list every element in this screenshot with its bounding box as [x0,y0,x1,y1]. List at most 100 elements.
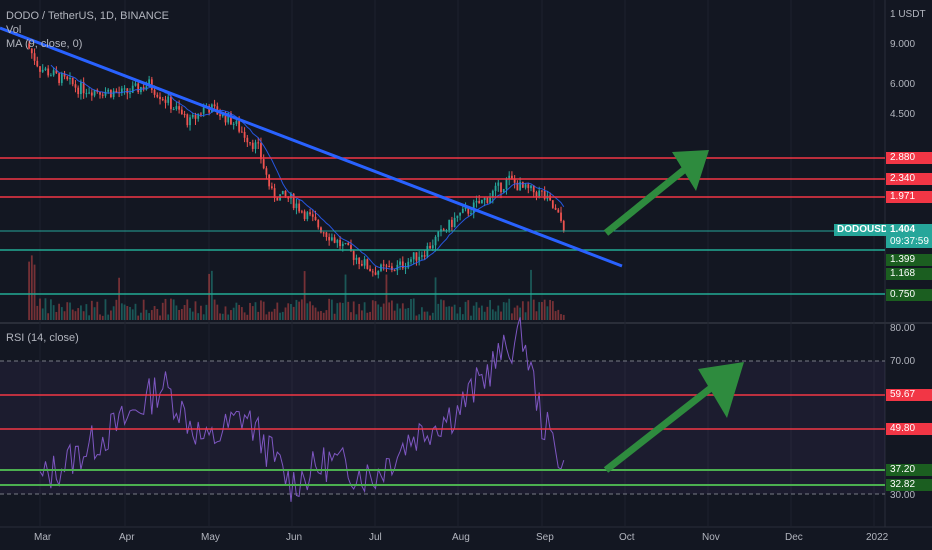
candle-body[interactable] [366,259,369,269]
candle-body[interactable] [330,237,333,241]
candle-body[interactable] [505,179,508,189]
candle-body[interactable] [491,190,494,198]
candle-body[interactable] [230,112,232,125]
candle-body[interactable] [47,68,50,76]
candle-body[interactable] [36,60,39,67]
candle-body[interactable] [85,93,88,95]
candle-body[interactable] [549,195,552,201]
candlesticks[interactable] [28,40,565,279]
candle-body[interactable] [238,120,241,132]
month-jul[interactable]: Jul [369,532,382,543]
candle-body[interactable] [377,270,380,275]
candle-body[interactable] [260,143,262,160]
candle-body[interactable] [129,92,131,94]
candle-body[interactable] [257,142,260,144]
candle-body[interactable] [385,265,388,267]
candle-body[interactable] [415,252,418,261]
candle-body[interactable] [153,89,156,95]
candle-body[interactable] [52,70,55,76]
candle-body[interactable] [483,198,486,200]
candle-body[interactable] [137,83,140,93]
candle-body[interactable] [71,77,74,85]
candle-body[interactable] [58,73,60,83]
candle-body[interactable] [41,69,44,72]
candle-body[interactable] [80,82,82,95]
candle-body[interactable] [541,190,543,192]
candle-body[interactable] [50,75,52,77]
candle-body[interactable] [521,182,524,188]
candle-body[interactable] [309,212,311,215]
candle-body[interactable] [423,255,426,257]
candle-body[interactable] [148,79,151,87]
candle-body[interactable] [300,211,303,213]
candle-body[interactable] [434,236,437,246]
candle-body[interactable] [104,91,107,96]
candle-body[interactable] [339,240,341,247]
candle-body[interactable] [77,87,80,95]
month-aug[interactable]: Aug [452,532,470,543]
candle-body[interactable] [461,208,464,213]
price-axis-unit[interactable]: 1 USDT [890,9,926,20]
candle-body[interactable] [276,197,279,201]
candle-body[interactable] [404,267,407,269]
candle-body[interactable] [156,94,159,97]
candle-body[interactable] [393,270,396,272]
candle-body[interactable] [508,175,511,180]
candle-body[interactable] [270,186,273,189]
candle-body[interactable] [524,184,527,188]
candle-body[interactable] [516,182,519,191]
candle-body[interactable] [295,203,298,209]
candle-body[interactable] [134,83,137,86]
candle-body[interactable] [562,220,565,231]
bullish-arrow-rsi[interactable] [603,362,744,473]
candle-body[interactable] [306,212,309,220]
candle-body[interactable] [407,261,410,268]
candle-body[interactable] [123,88,126,90]
candle-body[interactable] [251,142,254,149]
candle-body[interactable] [39,66,41,72]
candle-body[interactable] [399,261,401,265]
candle-body[interactable] [369,268,371,272]
month-apr[interactable]: Apr [119,532,135,543]
candle-body[interactable] [347,242,350,246]
candle-body[interactable] [519,182,522,191]
candle-body[interactable] [175,106,178,109]
candle-body[interactable] [60,73,63,83]
candle-body[interactable] [120,88,123,93]
moving-average-line[interactable] [50,64,565,270]
candle-body[interactable] [44,68,47,70]
candle-body[interactable] [374,272,377,275]
candle-body[interactable] [268,174,271,187]
volume-legend[interactable]: Vol [6,24,22,36]
month-oct[interactable]: Oct [619,532,635,543]
candle-body[interactable] [511,175,513,179]
candle-body[interactable] [532,185,535,193]
candle-body[interactable] [467,207,470,214]
candle-body[interactable] [249,142,251,144]
candle-body[interactable] [74,84,77,88]
candle-body[interactable] [535,192,538,197]
candle-body[interactable] [273,188,276,198]
candle-body[interactable] [107,89,110,92]
candle-body[interactable] [390,266,393,271]
candle-body[interactable] [126,88,129,94]
candle-body[interactable] [189,117,191,126]
candle-body[interactable] [159,96,161,100]
candle-body[interactable] [281,190,284,195]
month-mar[interactable]: Mar [34,532,52,543]
candle-body[interactable] [355,257,358,260]
candle-body[interactable] [183,114,186,116]
bullish-arrow-price[interactable] [603,150,709,236]
candle-body[interactable] [410,259,412,262]
candle-body[interactable] [320,227,322,233]
month-dec[interactable]: Dec [785,532,803,543]
candle-body[interactable] [543,191,546,199]
candle-body[interactable] [358,257,361,264]
candle-body[interactable] [178,106,181,110]
candle-body[interactable] [551,200,554,208]
candle-body[interactable] [314,216,317,221]
candle-body[interactable] [530,185,532,189]
candle-body[interactable] [478,201,481,204]
candle-body[interactable] [341,243,344,247]
